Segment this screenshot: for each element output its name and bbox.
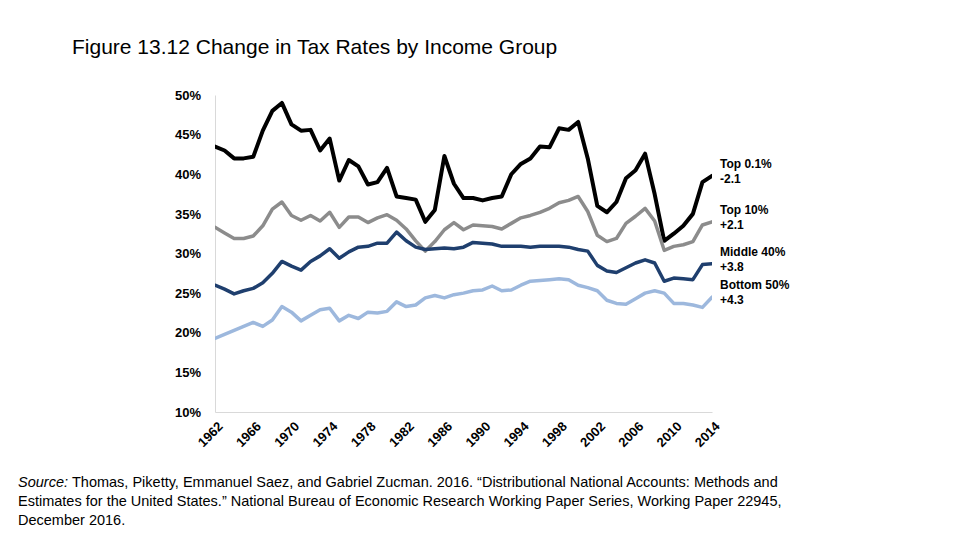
y-tick-label: 15% — [175, 365, 201, 380]
source-line: December 2016. — [18, 512, 125, 528]
x-tick: 1966 — [233, 412, 264, 450]
x-tick-label: 1962 — [195, 419, 226, 450]
x-tick: 1978 — [348, 412, 379, 450]
x-tick-label: 1974 — [309, 418, 341, 450]
series-name: Middle 40% — [720, 245, 786, 259]
series-change: +4.3 — [720, 293, 744, 307]
y-tick-label: 35% — [175, 207, 201, 222]
x-tick: 1974 — [309, 412, 341, 450]
y-tick-label: 45% — [175, 127, 201, 142]
y-tick-label: 20% — [175, 325, 201, 340]
x-tick-label: 1990 — [462, 419, 493, 450]
x-tick: 1970 — [271, 412, 302, 450]
y-tick: 25% — [175, 286, 215, 301]
x-tick: 2006 — [615, 412, 646, 450]
y-tick: 45% — [175, 127, 215, 142]
x-tick-label: 1986 — [424, 419, 455, 450]
source-line: Estimates for the United States.” Nation… — [18, 493, 782, 509]
series-line — [215, 279, 712, 338]
y-tick-label: 30% — [175, 246, 201, 261]
x-tick-label: 2002 — [577, 419, 608, 450]
chart-root: Figure 13.12 Change in Tax Rates by Inco… — [0, 0, 960, 540]
chart-svg: Figure 13.12 Change in Tax Rates by Inco… — [0, 0, 960, 540]
series-line — [215, 103, 712, 241]
series-name: Top 0.1% — [720, 157, 772, 171]
series-line — [215, 196, 712, 251]
series-change: +2.1 — [720, 218, 744, 232]
source-label: Source: — [18, 474, 68, 490]
series-change: +3.8 — [720, 260, 744, 274]
y-tick: 40% — [175, 167, 215, 182]
x-tick: 1986 — [424, 412, 455, 450]
x-tick: 1994 — [501, 412, 533, 450]
y-tick: 35% — [175, 207, 215, 222]
x-tick: 2014 — [692, 412, 724, 450]
y-tick: 10% — [175, 405, 215, 420]
chart-title: Figure 13.12 Change in Tax Rates by Inco… — [72, 35, 557, 58]
y-tick-label: 25% — [175, 286, 201, 301]
y-tick-label: 50% — [175, 88, 201, 103]
x-tick-label: 1998 — [539, 419, 570, 450]
x-tick-label: 1970 — [271, 419, 302, 450]
series-line — [215, 232, 712, 294]
y-tick: 15% — [175, 365, 215, 380]
series-change: -2.1 — [720, 172, 741, 186]
x-tick: 2010 — [654, 412, 685, 450]
x-tick-label: 1994 — [501, 418, 533, 450]
x-tick: 2002 — [577, 412, 608, 450]
x-tick: 1962 — [195, 412, 226, 450]
x-axis: 19621966197019741978198219861990 19941998… — [195, 412, 724, 450]
source-note: Source:Thomas, Piketty, Emmanuel Saez, a… — [18, 474, 782, 528]
x-tick: 1982 — [386, 412, 417, 450]
x-tick-label: 2010 — [654, 419, 685, 450]
series-name: Top 10% — [720, 203, 769, 217]
x-tick-label: 1978 — [348, 419, 379, 450]
x-tick-label: 2014 — [692, 418, 724, 450]
series-labels: Top 0.1%-2.1 Top 10%+2.1 Middle 40%+3.8 Bot… — [720, 157, 790, 307]
source-line: Thomas, Piketty, Emmanuel Saez, and Gabr… — [72, 474, 778, 490]
y-tick: 20% — [175, 325, 215, 340]
y-axis: 10% 15% 20% 25% 30% 35% 40% 45% 50% — [175, 88, 216, 420]
x-axis-line — [216, 412, 713, 413]
x-tick-label: 1982 — [386, 419, 417, 450]
series-label: Middle 40%+3.8 — [720, 245, 786, 274]
y-tick-label: 40% — [175, 167, 201, 182]
series-label: Bottom 50%+4.3 — [720, 278, 790, 307]
series-label: Top 0.1%-2.1 — [720, 157, 772, 186]
series-name: Bottom 50% — [720, 278, 790, 292]
y-tick-label: 10% — [175, 405, 201, 420]
x-tick: 1998 — [539, 412, 570, 450]
x-tick: 1990 — [462, 412, 493, 450]
y-axis-line — [215, 96, 216, 413]
y-tick: 50% — [175, 88, 215, 103]
x-tick-label: 2006 — [615, 419, 646, 450]
x-tick-label: 1966 — [233, 419, 264, 450]
y-tick: 30% — [175, 246, 215, 261]
plot-lines — [215, 103, 712, 338]
series-label: Top 10%+2.1 — [720, 203, 769, 232]
